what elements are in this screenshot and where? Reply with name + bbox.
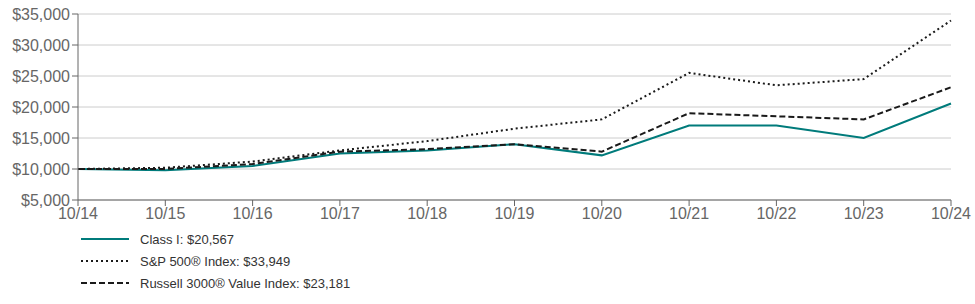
svg-text:$30,000: $30,000 bbox=[12, 37, 70, 54]
svg-text:10/22: 10/22 bbox=[756, 205, 796, 222]
html-text:Russell 3000® Value Index: $23: Russell 3000® Value Index: $23,181 bbox=[140, 275, 351, 291]
svg-text:10/19: 10/19 bbox=[494, 205, 534, 222]
svg-text:10/15: 10/15 bbox=[145, 205, 185, 222]
svg-text:$5,000: $5,000 bbox=[21, 192, 70, 209]
svg-text:10/14: 10/14 bbox=[58, 205, 98, 223]
svg-text:$25,000: $25,000 bbox=[12, 68, 70, 85]
svg-text:10/17: 10/17 bbox=[320, 205, 360, 222]
svg-text:10/18: 10/18 bbox=[407, 205, 447, 222]
svg-text:$15,000: $15,000 bbox=[12, 130, 70, 147]
html-text:S&P 500® Index: $33,949: S&P 500® Index: $33,949 bbox=[140, 253, 291, 269]
svg-text:10/23: 10/23 bbox=[844, 205, 884, 222]
svg-text:10/21: 10/21 bbox=[669, 205, 709, 222]
svg-text:$35,000: $35,000 bbox=[12, 6, 70, 23]
svg-text:10/24: 10/24 bbox=[931, 205, 971, 222]
svg-text:$20,000: $20,000 bbox=[12, 99, 70, 116]
svg-text:10/20: 10/20 bbox=[582, 205, 622, 222]
svg-text:$10,000: $10,000 bbox=[12, 161, 70, 178]
svg-text:10/16: 10/16 bbox=[233, 205, 273, 222]
html-text:Class I: $20,567: Class I: $20,567 bbox=[140, 231, 234, 247]
